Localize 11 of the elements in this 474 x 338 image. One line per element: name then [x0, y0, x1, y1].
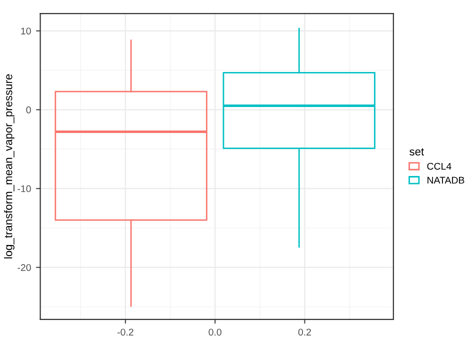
x-tick-label: 0.2: [298, 328, 311, 336]
legend-label: CCL4: [427, 162, 452, 170]
legend-label: NATADB: [428, 176, 464, 184]
y-tick-label: -10: [18, 185, 31, 192]
y-tick-label: 10: [21, 28, 31, 34]
y-axis-title: log_transform_mean_vapor_pressure: [4, 74, 14, 258]
y-tick-label: -20: [18, 264, 31, 271]
x-tick-label: 0.0: [208, 328, 222, 336]
y-tick-label: 0: [26, 106, 31, 114]
legend-title: set: [410, 148, 424, 156]
x-tick-label: -0.2: [117, 328, 134, 336]
